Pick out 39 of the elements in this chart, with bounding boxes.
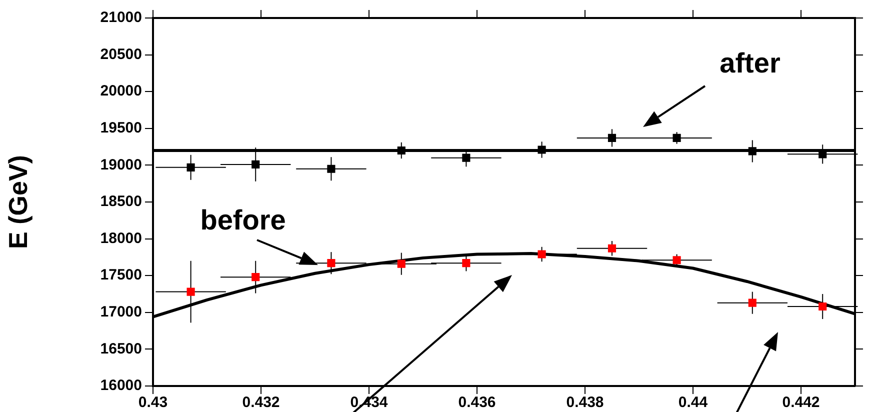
point <box>538 250 546 258</box>
point <box>397 260 406 268</box>
point <box>397 146 406 155</box>
annotation: after <box>720 48 780 79</box>
point <box>252 160 260 168</box>
y-tick-label: 16500 <box>100 340 142 358</box>
x-tick-label: 0.43 <box>138 394 168 412</box>
point <box>327 259 336 268</box>
x-tick-label: 0.44 <box>678 394 708 412</box>
point <box>748 147 756 156</box>
y-tick-label: 19500 <box>100 120 142 137</box>
point <box>672 134 681 142</box>
x-tick-label: 0.442 <box>782 394 820 412</box>
y-tick-label: 16000 <box>100 377 142 394</box>
point <box>252 273 260 282</box>
y-tick-label: 20500 <box>100 46 142 63</box>
point <box>748 298 756 307</box>
x-tick-label: 0.438 <box>566 394 604 412</box>
y-tick-label: 17000 <box>100 304 142 321</box>
point <box>186 163 195 172</box>
point <box>462 259 470 268</box>
y-tick-label: 18000 <box>100 230 142 247</box>
y-tick-label: 18500 <box>100 193 142 210</box>
point <box>672 256 681 264</box>
y-tick-label: 20000 <box>100 82 142 100</box>
x-tick-label: 0.432 <box>242 394 280 412</box>
point <box>186 288 195 296</box>
point <box>462 154 470 162</box>
y-tick-label: 17500 <box>100 266 142 284</box>
x-tick-label: 0.436 <box>458 394 496 412</box>
point <box>818 302 827 311</box>
y-tick-label: 19000 <box>100 156 142 174</box>
y-axis-title: E (GeV) <box>2 155 33 249</box>
point <box>538 146 546 154</box>
y-tick-label: 21000 <box>100 9 142 26</box>
point <box>327 164 336 173</box>
point <box>608 244 616 252</box>
point <box>608 134 616 142</box>
annotation: before <box>200 204 286 236</box>
